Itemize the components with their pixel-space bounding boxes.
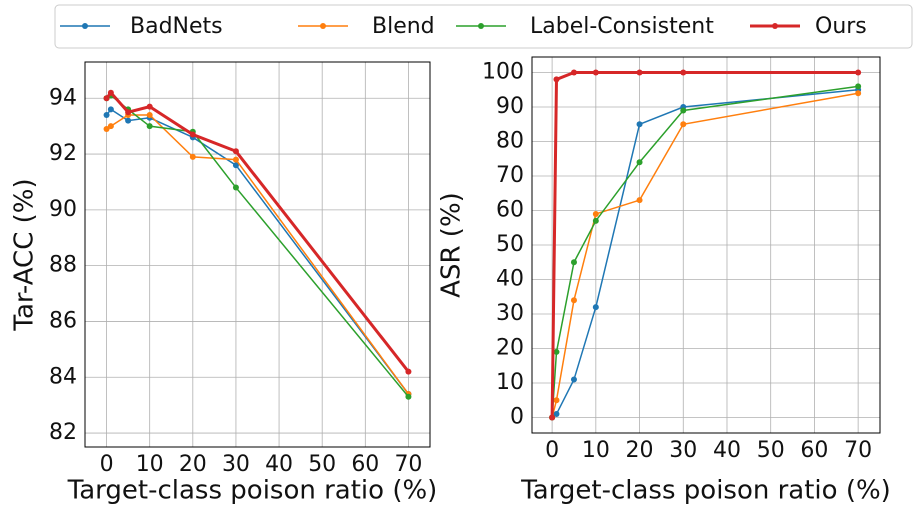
legend-marker [478,23,484,29]
x-tick-label: 10 [582,438,610,463]
y-tick-label: 10 [496,370,524,395]
x-axis-label: Target-class poison ratio (%) [67,476,438,506]
plot-frame [84,61,431,448]
x-tick-label: 30 [222,452,250,477]
point [232,156,239,163]
x-tick-label: 40 [713,438,741,463]
point [570,297,577,304]
y-tick-label: 94 [49,85,77,110]
point [553,397,560,404]
point [103,125,110,132]
point [570,259,577,266]
series-line [105,108,410,395]
x-tick-label: 40 [265,452,293,477]
y-tick-label: 50 [496,232,524,257]
point [146,123,153,130]
y-tick-label: 90 [496,94,524,119]
point [636,69,643,76]
point [570,69,577,76]
point [232,148,239,155]
point [107,106,114,113]
y-tick-label: 0 [510,404,524,429]
x-tick-label: 20 [626,438,654,463]
point [553,76,560,83]
x-tick-label: 20 [179,452,207,477]
x-tick-label: 10 [136,452,164,477]
point [680,121,687,128]
x-tick-label: 70 [394,452,422,477]
y-tick-label: 20 [496,335,524,360]
point [680,107,687,114]
point [636,197,643,204]
y-axis-label: Tar-ACC (%) [10,178,40,331]
x-tick-label: 60 [351,452,379,477]
legend-label: BadNets [130,14,223,39]
point [189,131,196,138]
point [146,103,153,110]
x-tick-label: 60 [800,438,828,463]
point [855,90,862,97]
point [103,95,110,102]
point [592,217,599,224]
point [636,121,643,128]
point [103,112,110,119]
y-axis-label: ASR (%) [437,192,467,298]
legend-label: Ours [815,14,867,39]
point [107,89,114,96]
series-line [105,90,410,373]
y-tick-label: 30 [496,301,524,326]
point [592,304,599,311]
legend-marker [320,23,326,29]
point [549,414,556,421]
point [680,69,687,76]
y-tick-label: 70 [496,163,524,188]
point [125,117,132,124]
plot-frame [531,56,881,434]
point [592,210,599,217]
x-tick-label: 30 [669,438,697,463]
point [636,159,643,166]
point [232,162,239,169]
x-axis-label: Target-class poison ratio (%) [520,476,891,506]
point [592,69,599,76]
series-line [106,114,410,395]
point [570,376,577,383]
legend-label: Label-Consistent [530,14,714,39]
y-tick-label: 40 [496,266,524,291]
y-tick-label: 86 [49,308,77,333]
x-tick-label: 0 [100,452,114,477]
y-tick-label: 84 [49,364,77,389]
point [146,112,153,119]
x-tick-label: 50 [757,438,785,463]
point [855,83,862,90]
point [125,109,132,116]
legend-label: Blend [372,14,435,39]
y-tick-label: 90 [49,197,77,222]
x-tick-label: 70 [844,438,872,463]
point [405,393,412,400]
point [107,123,114,130]
point [553,348,560,355]
point [232,184,239,191]
x-tick-label: 0 [545,438,559,463]
legend-marker [772,23,778,29]
series-line [551,89,859,419]
y-tick-label: 60 [496,198,524,223]
x-tick-label: 50 [308,452,336,477]
legend-marker [82,23,88,29]
y-tick-label: 88 [49,253,77,278]
y-tick-label: 82 [49,420,77,445]
point [855,69,862,76]
point [189,153,196,160]
y-tick-label: 80 [496,129,524,154]
y-tick-label: 92 [49,141,77,166]
series-line [551,85,859,418]
series-line [106,94,410,398]
point [405,368,412,375]
y-tick-label: 100 [482,60,524,85]
point [553,411,560,418]
